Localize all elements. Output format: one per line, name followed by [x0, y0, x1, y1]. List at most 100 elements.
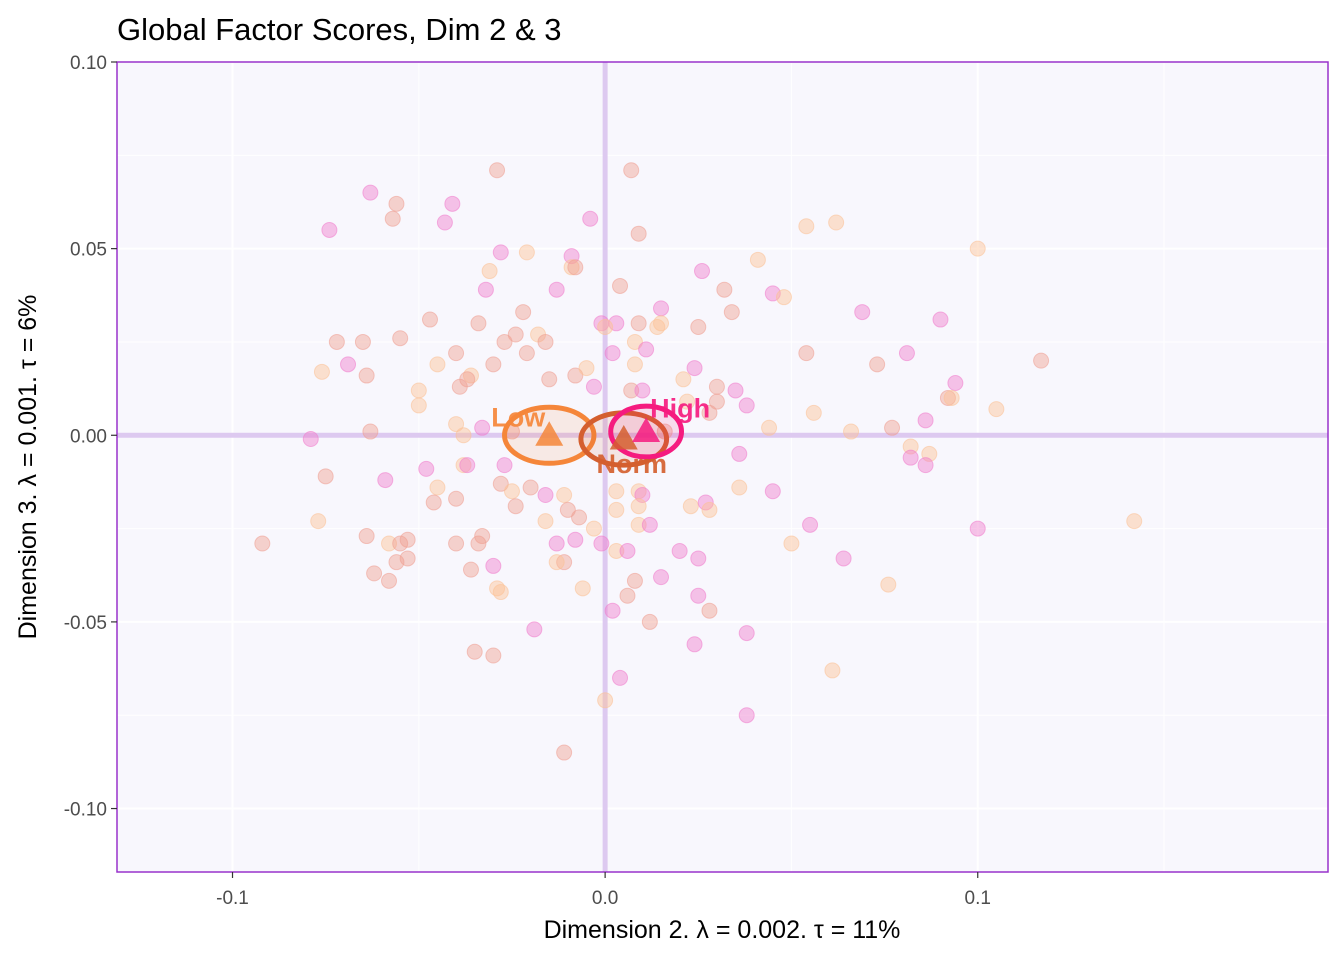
data-point	[626, 333, 643, 350]
data-point	[302, 431, 319, 448]
data-point	[641, 613, 658, 630]
data-point	[761, 419, 778, 436]
y-axis-title: Dimension 3. λ = 0.001. τ = 6%	[14, 295, 42, 640]
data-point	[362, 423, 379, 440]
data-point	[481, 263, 498, 280]
plot-panel	[117, 62, 1328, 872]
data-point	[448, 490, 465, 507]
data-point	[843, 423, 860, 440]
data-point	[619, 587, 636, 604]
y-tick-label: 0.10	[70, 53, 107, 74]
data-point	[988, 401, 1005, 418]
data-point	[548, 554, 565, 571]
plot-frame	[116, 61, 1329, 873]
data-point	[798, 345, 815, 362]
data-point	[604, 602, 621, 619]
data-point	[585, 520, 602, 537]
data-point	[947, 375, 964, 392]
x-axis-ticks: -0.1 0.0 0.1	[216, 872, 991, 909]
group-labels: Low Norm High	[491, 394, 710, 479]
data-point	[574, 580, 591, 597]
data-point	[884, 419, 901, 436]
data-point	[388, 195, 405, 212]
data-point	[485, 356, 502, 373]
data-point	[317, 468, 334, 485]
data-point	[466, 643, 483, 660]
data-point	[630, 315, 647, 332]
data-point	[537, 486, 554, 503]
y-axis-ticks: 0.10 0.05 0.00 -0.05 -0.10	[64, 53, 117, 821]
data-point	[470, 535, 487, 552]
data-point	[492, 584, 509, 601]
data-point	[310, 513, 327, 530]
data-point	[626, 356, 643, 373]
data-point	[626, 572, 643, 589]
data-point	[727, 382, 744, 399]
data-point	[682, 498, 699, 515]
data-point	[477, 281, 494, 298]
data-point	[697, 494, 714, 511]
data-point	[362, 184, 379, 201]
y-tick-label: -0.10	[64, 800, 107, 821]
data-point	[559, 501, 576, 518]
data-point	[492, 475, 509, 492]
data-point	[515, 304, 532, 321]
data-point	[775, 289, 792, 306]
data-point	[384, 210, 401, 227]
mean-marker-low	[535, 421, 564, 446]
data-point	[582, 210, 599, 227]
data-point	[731, 445, 748, 462]
data-point	[708, 378, 725, 395]
data-point	[824, 662, 841, 679]
data-point	[503, 483, 520, 500]
data-point	[429, 356, 446, 373]
data-point	[366, 565, 383, 582]
data-point	[444, 195, 461, 212]
data-point	[1033, 352, 1050, 369]
data-point	[738, 707, 755, 724]
data-point	[518, 244, 535, 261]
data-point	[671, 542, 688, 559]
data-point	[522, 479, 539, 496]
x-tick-label: 0.1	[965, 888, 991, 909]
x-tick-label: -0.1	[216, 888, 249, 909]
data-point	[898, 345, 915, 362]
data-point	[917, 457, 934, 474]
data-point	[459, 457, 476, 474]
data-point	[835, 550, 852, 567]
data-point	[556, 486, 573, 503]
data-point	[638, 341, 655, 358]
y-tick-label: -0.05	[64, 613, 107, 634]
data-point	[679, 393, 696, 410]
data-point	[421, 311, 438, 328]
observation-points	[254, 162, 1143, 761]
data-point	[541, 371, 558, 388]
data-point	[623, 382, 640, 399]
data-point	[321, 221, 338, 238]
data-point	[630, 516, 647, 533]
data-point	[608, 501, 625, 518]
data-point	[723, 304, 740, 321]
data-point	[969, 520, 986, 537]
data-point	[410, 397, 427, 414]
data-point	[612, 277, 629, 294]
chart-title: Global Factor Scores, Dim 2 & 3	[117, 12, 562, 47]
data-point	[462, 561, 479, 578]
data-point	[578, 360, 595, 377]
data-point	[526, 621, 543, 638]
data-point	[567, 367, 584, 384]
data-point	[612, 669, 629, 686]
data-point	[485, 557, 502, 574]
data-point	[563, 259, 580, 276]
data-point	[377, 472, 394, 489]
x-axis-title: Dimension 2. λ = 0.002. τ = 11%	[544, 916, 901, 944]
data-point	[358, 367, 375, 384]
data-point	[634, 382, 651, 399]
data-point	[701, 404, 718, 421]
data-point	[470, 315, 487, 332]
data-point	[485, 647, 502, 664]
data-point	[548, 535, 565, 552]
y-tick-label: 0.05	[70, 240, 107, 261]
data-point	[597, 319, 614, 336]
